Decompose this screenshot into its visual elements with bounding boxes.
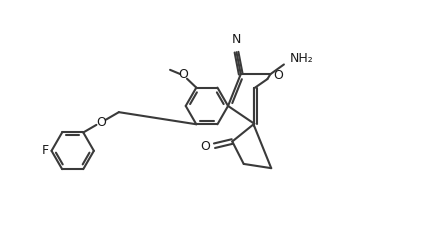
Text: NH₂: NH₂ (290, 52, 314, 65)
Text: O: O (96, 116, 106, 129)
Text: N: N (232, 33, 241, 46)
Text: O: O (273, 69, 283, 82)
Text: O: O (200, 140, 210, 153)
Text: O: O (178, 68, 188, 81)
Text: F: F (42, 144, 49, 157)
